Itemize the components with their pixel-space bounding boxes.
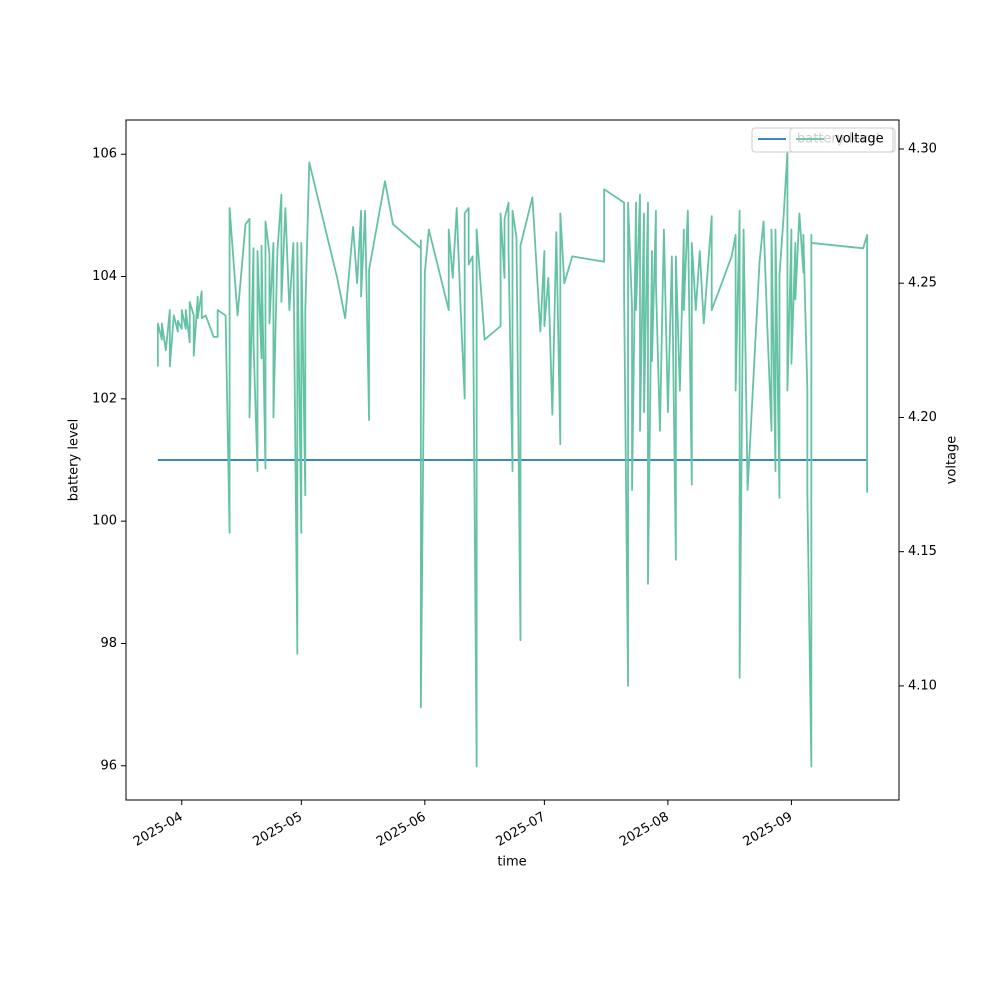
- y2-axis-label: voltage: [945, 436, 960, 485]
- series-line: [156, 150, 869, 768]
- y2-tick-label: 4.30: [908, 141, 937, 156]
- y-tick-label: 104: [92, 269, 117, 284]
- legend-label: voltage: [835, 132, 884, 147]
- y2-tick-label: 4.10: [908, 678, 937, 693]
- y-tick-label: 100: [92, 514, 117, 529]
- plot-frame: [125, 119, 900, 801]
- y-tick-label: 106: [92, 147, 117, 162]
- y-tick-label: 102: [92, 391, 117, 406]
- x-axis-label: time: [497, 855, 526, 870]
- y2-tick-label: 4.15: [908, 544, 937, 559]
- y-tick-label: 98: [100, 636, 117, 651]
- y2-tick-label: 4.20: [908, 410, 937, 425]
- y-axis-label: battery level: [67, 419, 82, 502]
- legend-box: [789, 127, 894, 153]
- y2-tick-label: 4.25: [908, 276, 937, 291]
- y-tick-label: 96: [100, 758, 117, 773]
